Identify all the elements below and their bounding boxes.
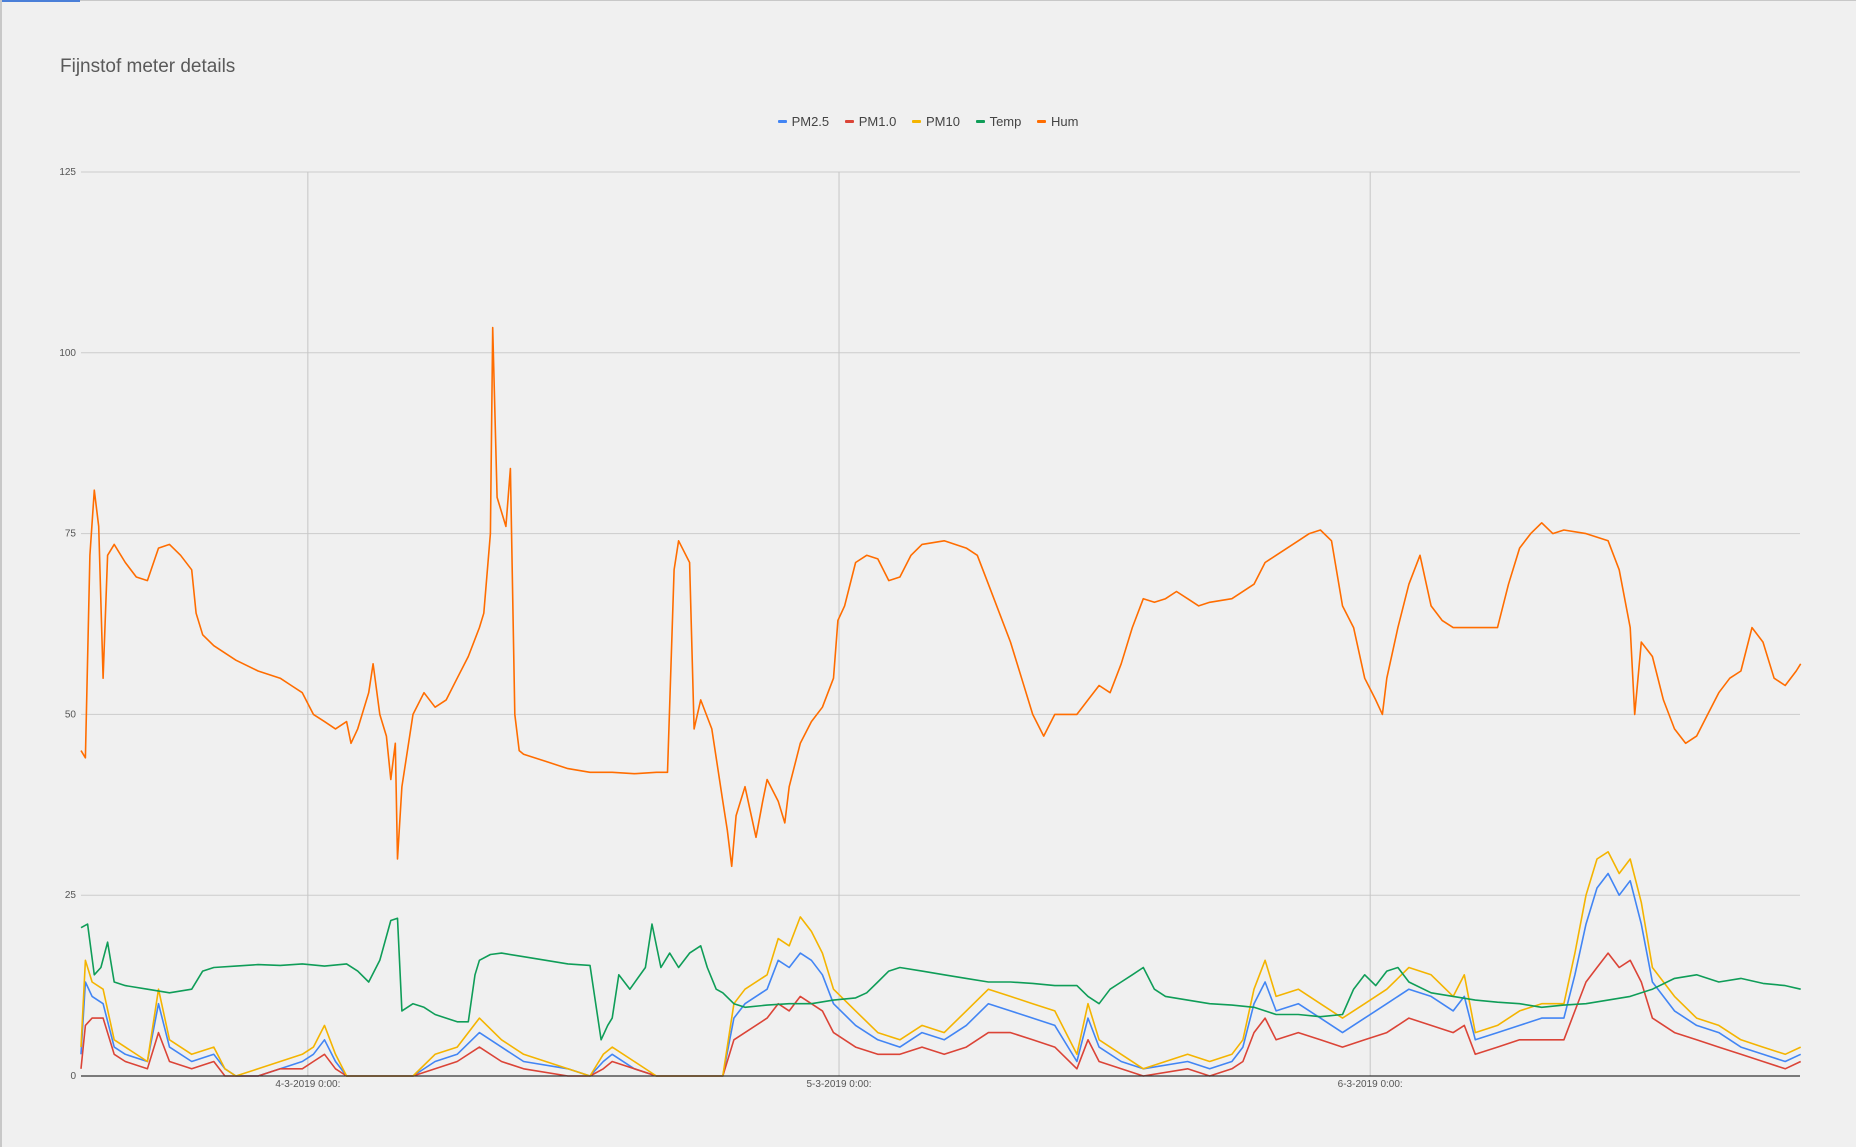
vertical-gridlines bbox=[307, 172, 1371, 1076]
series-line-temp bbox=[80, 917, 1801, 1041]
legend-item-temp[interactable]: Temp bbox=[975, 114, 1022, 129]
x-tick-labels: 4-3-2019 0:00: 5-3-2019 0:00: 6-3-2019 0:0… bbox=[275, 1079, 1403, 1090]
legend-item-pm10-fine[interactable]: PM1.0 bbox=[844, 114, 897, 129]
legend-label-pm1: PM1.0 bbox=[858, 114, 897, 129]
focus-indicator bbox=[0, 0, 80, 2]
legend-swatch-hum bbox=[1036, 120, 1046, 124]
legend-label-pm25: PM2.5 bbox=[791, 114, 830, 129]
series-line-pm10 bbox=[80, 851, 1802, 1077]
series-line-pm10 bbox=[80, 952, 1802, 1077]
legend-label-pm10: PM10 bbox=[925, 114, 960, 129]
horizontal-gridlines bbox=[81, 171, 1800, 896]
chart-title: Fijnstof meter details bbox=[60, 56, 236, 77]
chart-legend: PM2.5 PM1.0 PM10 Temp Hum bbox=[0, 114, 1856, 129]
legend-item-pm10[interactable]: PM10 bbox=[911, 114, 960, 129]
y-tick-label-25: 25 bbox=[65, 890, 77, 901]
x-tick-label-2: 6-3-2019 0:00: bbox=[1338, 1079, 1403, 1090]
legend-swatch-temp bbox=[975, 120, 985, 124]
legend-swatch-pm1 bbox=[844, 120, 854, 124]
y-tick-label-100: 100 bbox=[59, 348, 76, 359]
y-tick-labels: 0 25 50 75 100 125 bbox=[59, 167, 76, 1082]
y-tick-label-75: 75 bbox=[65, 529, 77, 540]
x-tick-label-0: 4-3-2019 0:00: bbox=[275, 1079, 340, 1090]
x-tick-label-1: 5-3-2019 0:00: bbox=[806, 1079, 871, 1090]
legend-item-pm25[interactable]: PM2.5 bbox=[777, 114, 830, 129]
y-tick-label-0: 0 bbox=[70, 1071, 76, 1082]
window-top-border bbox=[0, 0, 1856, 1]
series-layer bbox=[80, 326, 1802, 1077]
series-line-pm25 bbox=[80, 872, 1802, 1077]
window-left-border bbox=[0, 0, 2, 1147]
series-line-hum bbox=[80, 326, 1802, 868]
legend-swatch-pm10 bbox=[911, 120, 921, 124]
y-tick-label-50: 50 bbox=[65, 709, 77, 720]
y-tick-label-125: 125 bbox=[59, 167, 76, 178]
legend-item-hum[interactable]: Hum bbox=[1036, 114, 1079, 129]
legend-swatch-pm25 bbox=[777, 120, 787, 124]
legend-label-temp: Temp bbox=[989, 114, 1022, 129]
legend-label-hum: Hum bbox=[1050, 114, 1079, 129]
